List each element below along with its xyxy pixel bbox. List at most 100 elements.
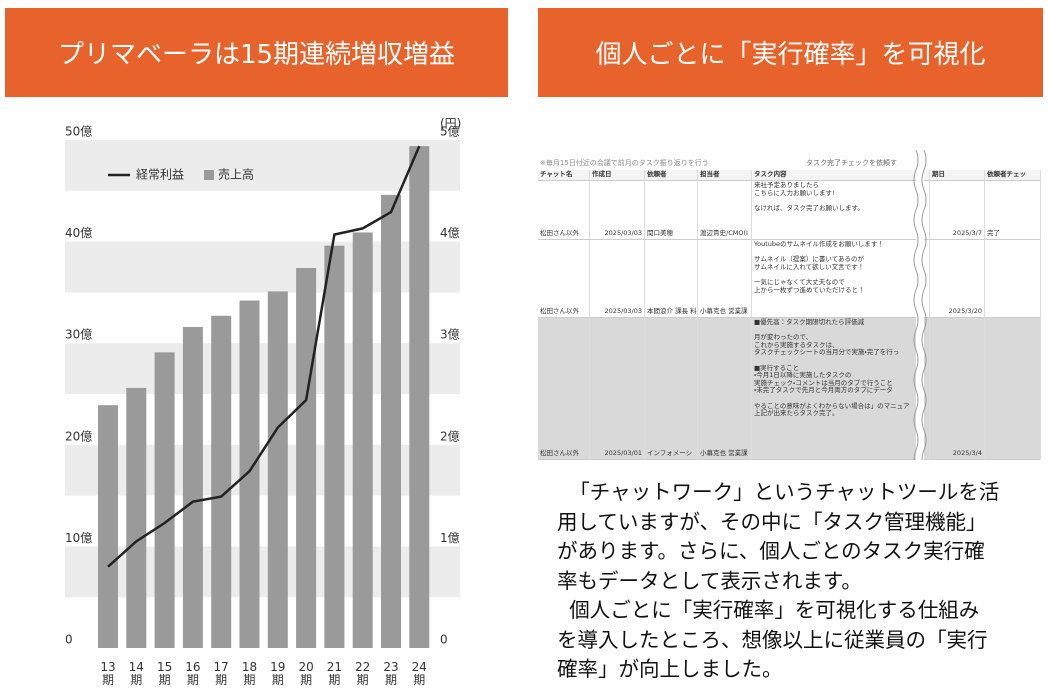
cell: 松田さん以外 xyxy=(538,240,590,318)
x-tick-label: 18期 xyxy=(241,660,258,687)
cell-text: 松田さん以外 xyxy=(540,307,579,316)
right-header: 個人ごとに「実行確率」を可視化 xyxy=(538,8,1043,97)
cell: Youtubeのサムネイル作成をお願いします！ サムネイル（提案）に書いてあるのが… xyxy=(752,240,930,318)
cell-line: 来社予定ありましたら xyxy=(754,181,819,189)
cell-line: タスクチェックシートの当月分で実施・完了を行っ xyxy=(754,348,900,357)
cell: インフォメーシ xyxy=(645,318,698,460)
cell-line: ・今月1日以降に実施したタスクの xyxy=(754,371,852,380)
cell-line: やることの意味がよくわからない場合は」のマニュア xyxy=(754,401,910,410)
y-tick-label: 20億 xyxy=(65,429,92,443)
body-line: 個人ごとに「実行確率」を可視化する仕組み xyxy=(569,598,980,622)
x-tick-label: 23期 xyxy=(383,660,399,687)
y2-tick-label: 3億 xyxy=(440,328,460,342)
cell-line: 実施チェック・コメントは当月のタブで行うこと xyxy=(754,378,893,387)
cell: 本間浪介 課長 料 xyxy=(645,240,698,318)
y-tick-label: 40億 xyxy=(65,226,92,240)
cell-text: 本間浪介 課長 料 xyxy=(647,307,697,316)
y2-tick-label: 0 xyxy=(440,633,448,647)
cell: 来社予定ありましたら こちらに入力お願いします! なければ、タスク完了お願いします。 xyxy=(752,181,930,240)
cell: 松田さん以外 xyxy=(538,181,590,240)
cell-text: 2025/3/7 xyxy=(952,229,982,238)
chart: 0 10億 20億 30億 40億 50億 0 1億 2億 3億 4億 5億(円) 経常利益 売上高 xyxy=(65,117,461,648)
cell-text: 小幕克也 営業課 xyxy=(700,307,748,316)
x-tick-label: 24期 xyxy=(411,660,427,687)
legend-swatch xyxy=(204,170,215,180)
cell-line: これから実施するタスクは、 xyxy=(754,340,839,349)
bar xyxy=(381,194,401,648)
paragraph: サムネイル（提案）に書いてあるのが サムネイルに入れて欲しい文言です！ xyxy=(754,256,927,271)
paragraph: 一気にじゃなくて大丈夫なので 上から一枚ずつ進めていただけると！ xyxy=(754,277,927,294)
sheet-note: タスク完了チェックを依頼す xyxy=(806,159,897,167)
body-paragraph: 個人ごとに「実行確率」を可視化する仕組み を導入したところ、想像以上に従業員の「実… xyxy=(557,596,1037,685)
cell-line: ■優先高：タスク期限切れたら評価減 xyxy=(754,318,865,326)
body-line: 用していますが、その中に「タスク管理機能」 xyxy=(557,509,987,534)
x-tick-label: 22期 xyxy=(355,660,371,687)
cell-line: 上記が出来たらタスク完了。 xyxy=(754,409,839,418)
column-header: 作成日 xyxy=(590,170,645,181)
cell-text: 関口美穂 xyxy=(647,229,673,238)
y2-tick-label: 2億 xyxy=(440,429,460,443)
cell: 2025/3/4 xyxy=(930,318,985,460)
cell-line: こちらに入力お願いします! xyxy=(754,188,835,197)
paragraph: 来社予定ありましたら こちらに入力お願いします! xyxy=(754,181,927,197)
paragraph: ■実行すること ・今月1日以降に実施したタスクの 実施チェック・コメントは当月のタブ… xyxy=(754,363,927,395)
paragraph: Youtubeのサムネイル作成をお願いします！ xyxy=(754,240,927,249)
cell-text: 渡辺貴史/CMO(I xyxy=(700,229,748,238)
y-tick-label: 0 xyxy=(65,633,73,647)
column-header: 担当者 xyxy=(698,170,752,181)
y2-unit: (円) xyxy=(440,117,461,131)
body-text: 「チャットワーク」というチャットツールを活 用していますが、その中に「タスク管理機… xyxy=(557,478,1037,685)
cell: 2025/03/01 xyxy=(590,318,645,460)
paragraph: やることの意味がよくわからない場合は」のマニュア 上記が出来たらタスク完了。 xyxy=(754,401,927,418)
column-header: タスク内容 xyxy=(752,170,930,181)
cell-text: 小幕克也 営業課 xyxy=(700,449,748,458)
x-tick-label: 19期 xyxy=(270,660,286,687)
paragraph: 月が変わったので、 これから実施するタスクは、 タスクチェックシートの当月分で実施・… xyxy=(754,334,927,357)
cell: 関口美穂 xyxy=(645,181,698,240)
cell: 2025/03/03 xyxy=(590,181,645,240)
x-tick-label: 21期 xyxy=(326,660,343,687)
cell-line: サムネイル（提案）に書いてあるのが xyxy=(754,255,864,264)
bar xyxy=(239,300,260,648)
y2-tick-label: 5億 xyxy=(440,125,460,139)
grid-band xyxy=(65,140,460,191)
cell-text: インフォメーシ xyxy=(647,449,693,458)
body-paragraph: 「チャットワーク」というチャットツールを活 用していますが、その中に「タスク管理機… xyxy=(557,478,1037,596)
cell-text: 2025/3/4 xyxy=(952,449,982,458)
cell-line: Youtubeのサムネイル作成をお願いします！ xyxy=(754,240,884,248)
y2-tick-label: 1億 xyxy=(440,531,460,545)
cell-line: ■実行すること xyxy=(754,363,800,372)
body-line: を導入したところ、想像以上に従業員の「実行 xyxy=(557,627,988,652)
y2-tick-label: 4億 xyxy=(440,226,460,240)
y-tick-label: 10億 xyxy=(65,531,92,545)
paragraph: なければ、タスク完了お願いします。 xyxy=(754,204,927,213)
cell-line: ・未完了タスクで先月と今月両方のタブにデータ xyxy=(754,386,893,395)
bar xyxy=(126,387,147,648)
column-header: チャット名 xyxy=(538,170,590,181)
cut-mark xyxy=(913,150,927,460)
legend-label: 経常利益 xyxy=(136,168,184,182)
x-tick-label: 13期 xyxy=(100,660,116,687)
line xyxy=(107,145,421,568)
cell-line: 一気にじゃなくて大丈夫なので xyxy=(754,277,845,286)
cell-text: 2025/03/01 xyxy=(604,449,642,458)
cell: 完了 xyxy=(985,181,1041,240)
sheet-note: ※毎月15日付近の会議で前月のタスク振り返りを行う xyxy=(540,159,709,167)
cell: 渡辺貴史/CMO(I xyxy=(698,181,752,240)
bar xyxy=(352,232,373,648)
bar xyxy=(409,146,430,648)
cell: 2025/3/7 xyxy=(930,181,985,240)
cell xyxy=(985,318,1041,460)
cell-text: 2025/3/20 xyxy=(948,307,982,316)
cell-line: 月が変わったので、 xyxy=(754,333,813,342)
cell xyxy=(985,240,1041,318)
x-tick-label: 15期 xyxy=(156,660,173,687)
cell-text: 松田さん以外 xyxy=(540,229,579,238)
bar xyxy=(211,315,232,648)
y-tick-label: 50億 xyxy=(65,125,92,139)
bar xyxy=(267,291,288,648)
column-header: 依頼者チェッ xyxy=(985,170,1041,181)
left-header: プリマベーラは15期連続増収増益 xyxy=(5,8,508,97)
x-tick-label: 14期 xyxy=(128,660,144,687)
